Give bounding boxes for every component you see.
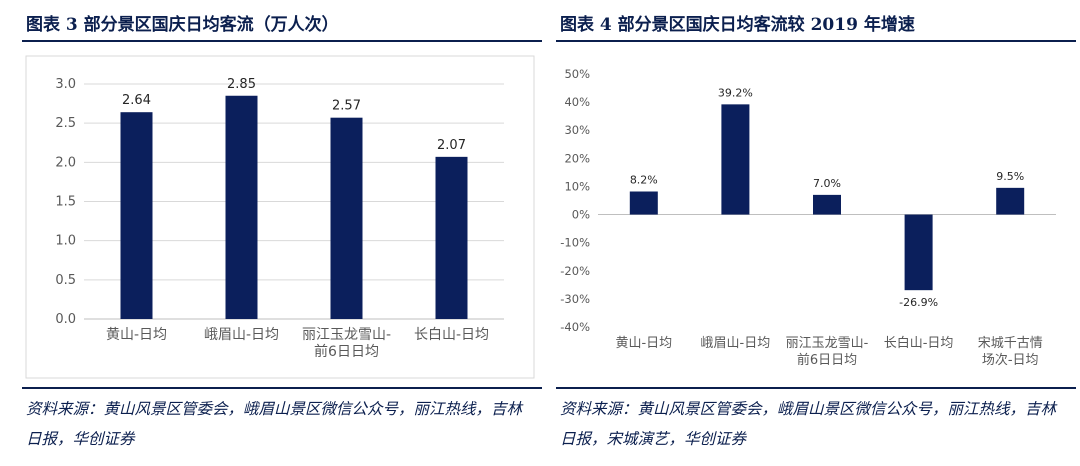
- bar: [435, 156, 468, 319]
- data-label: 9.5%: [996, 170, 1024, 183]
- category-label: 丽江玉龙雪山-: [302, 327, 391, 343]
- chart-area-border: [25, 55, 535, 379]
- y-tick-label: 50%: [564, 67, 590, 81]
- bar: [330, 117, 363, 319]
- category-label: 峨眉山-日均: [204, 327, 279, 343]
- data-label: -26.9%: [899, 296, 938, 309]
- y-tick-label: 3.0: [55, 77, 76, 92]
- data-label: 2.85: [227, 77, 256, 92]
- figure-4-top-rule: [556, 40, 1076, 42]
- bar: [225, 95, 258, 319]
- data-label: 2.07: [437, 138, 466, 153]
- y-tick-label: 2.0: [55, 155, 76, 170]
- bar: [629, 191, 658, 215]
- category-label: 峨眉山-日均: [701, 336, 771, 351]
- bar: [904, 214, 933, 291]
- category-label: 场次-日均: [982, 352, 1039, 368]
- figure-3-chart-svg: 0.0 0.5 1.0 1.5 2.0 2.5 3.0 2.64 黄山-日均 2.85 峨眉山-日均…: [25, 55, 535, 379]
- data-label: 39.2%: [718, 86, 753, 99]
- figure-3-title: 图表 3 部分景区国庆日均客流（万人次）: [26, 15, 339, 35]
- category-label: 黄山-日均: [615, 336, 672, 351]
- figure-3-top-rule: [22, 40, 542, 42]
- y-tick-label: 10%: [564, 179, 590, 193]
- category-label: 前6日日均: [314, 343, 379, 360]
- y-tick-label: 30%: [564, 123, 590, 137]
- figure-3-panel: 图表 3 部分景区国庆日均客流（万人次） 0.0 0.5 1.0 1.5 2.0 2.5 3…: [22, 0, 542, 466]
- y-tick-label: 2.5: [55, 116, 76, 131]
- y-tick-label: -10%: [560, 236, 590, 250]
- data-label: 7.0%: [813, 177, 841, 190]
- bar: [120, 112, 153, 319]
- figure-3-bottom-rule: [22, 387, 542, 389]
- category-label: 黄山-日均: [106, 326, 167, 343]
- y-tick-label: -30%: [560, 292, 590, 306]
- category-label: 长白山-日均: [414, 327, 489, 343]
- figure-4-bottom-rule: [556, 387, 1076, 389]
- y-tick-label: 20%: [564, 151, 590, 165]
- figure-4-chart: -40% -30% -20% -10% 0% 10% 20% 30% 40% 50% 8.2% 黄山-…: [556, 50, 1076, 380]
- y-tick-label: -20%: [560, 264, 590, 278]
- category-label: 宋城千古情: [978, 336, 1043, 351]
- category-label: 前6日日均: [797, 352, 857, 368]
- bar: [721, 104, 750, 215]
- figure-4-source: 资料来源：黄山风景区管委会，峨眉山景区微信公众号，丽江热线，吉林日报，宋城演艺，…: [560, 400, 1057, 448]
- category-label: 长白山-日均: [884, 335, 954, 351]
- figure-3-source: 资料来源：黄山风景区管委会，峨眉山景区微信公众号，丽江热线，吉林日报，华创证券: [26, 400, 523, 448]
- figure-4-title: 图表 4 部分景区国庆日均客流较 2019 年增速: [560, 15, 915, 35]
- y-tick-label: 0.0: [55, 312, 76, 327]
- y-tick-label: 0.5: [55, 273, 76, 288]
- category-label: 丽江玉龙雪山-: [786, 336, 869, 351]
- data-label: 2.57: [332, 99, 361, 114]
- data-label: 8.2%: [630, 174, 658, 187]
- bar: [996, 187, 1025, 215]
- bar: [813, 194, 841, 215]
- y-tick-label: -40%: [560, 320, 590, 334]
- y-tick-label: 0%: [572, 208, 590, 222]
- figure-3-chart: 0.0 0.5 1.0 1.5 2.0 2.5 3.0 2.64 黄山-日均 2.85 峨眉山-日均…: [22, 50, 542, 380]
- data-label: 2.64: [122, 93, 151, 108]
- y-tick-label: 1.5: [55, 195, 76, 210]
- y-tick-label: 1.0: [55, 234, 76, 249]
- figure-4-panel: 图表 4 部分景区国庆日均客流较 2019 年增速 -40% -30% -20% -1…: [556, 0, 1076, 466]
- y-tick-label: 40%: [564, 95, 590, 109]
- figure-4-chart-svg: -40% -30% -20% -10% 0% 10% 20% 30% 40% 50% 8.2% 黄山-…: [560, 67, 1056, 368]
